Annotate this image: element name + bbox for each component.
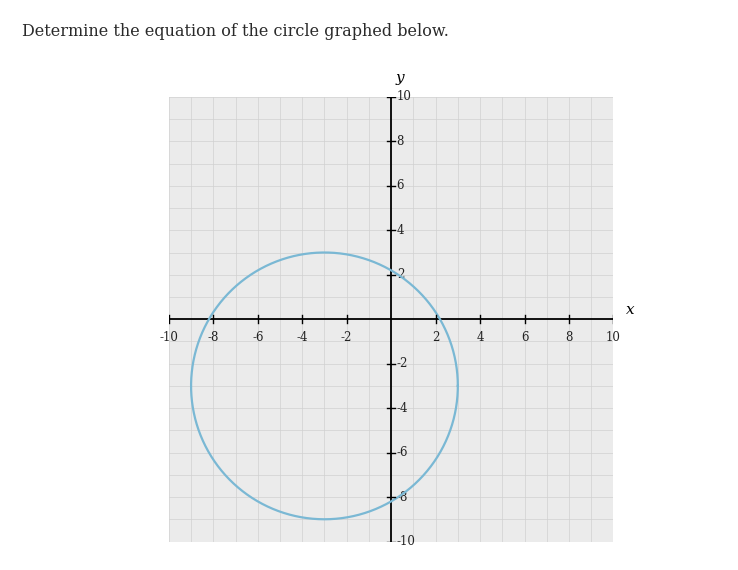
- Text: 2: 2: [397, 268, 404, 281]
- Text: 4: 4: [476, 331, 484, 344]
- Text: -10: -10: [397, 535, 415, 548]
- Text: 10: 10: [397, 91, 412, 103]
- Text: 2: 2: [432, 331, 439, 344]
- Text: 6: 6: [397, 180, 404, 192]
- Text: y: y: [396, 71, 404, 85]
- Text: 10: 10: [606, 331, 621, 344]
- Text: -4: -4: [397, 402, 408, 414]
- Text: Determine the equation of the circle graphed below.: Determine the equation of the circle gra…: [22, 23, 449, 40]
- Text: 8: 8: [565, 331, 573, 344]
- Text: -10: -10: [159, 331, 179, 344]
- Text: x: x: [626, 303, 634, 317]
- Text: -8: -8: [397, 491, 408, 503]
- Text: 4: 4: [397, 224, 404, 237]
- Text: -2: -2: [397, 357, 408, 370]
- Text: 6: 6: [521, 331, 528, 344]
- Text: -2: -2: [341, 331, 352, 344]
- Text: -8: -8: [207, 331, 219, 344]
- Text: 8: 8: [397, 135, 404, 148]
- Text: -6: -6: [397, 446, 408, 459]
- Text: -6: -6: [252, 331, 263, 344]
- Text: -4: -4: [297, 331, 308, 344]
